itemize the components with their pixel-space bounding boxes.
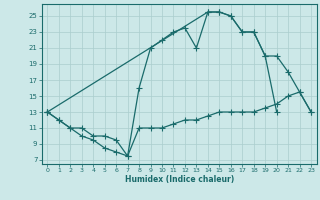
X-axis label: Humidex (Indice chaleur): Humidex (Indice chaleur) <box>124 175 234 184</box>
